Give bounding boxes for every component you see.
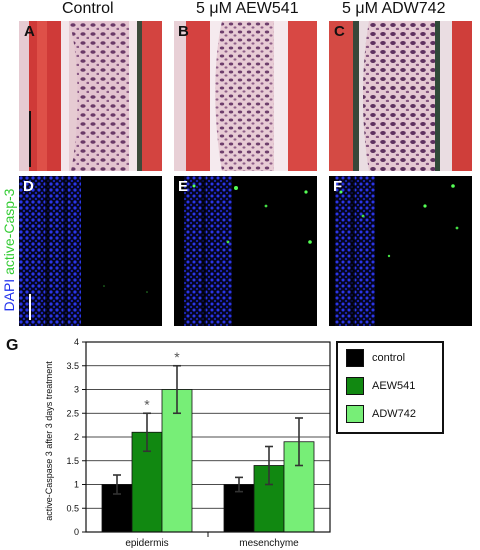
y-tick-label: 3 — [74, 385, 79, 395]
y-tick-label: 0.5 — [66, 503, 79, 513]
he-stain-image-adw742 — [329, 21, 472, 171]
panel-letter: A — [24, 23, 35, 40]
bar-control-mesenchyme — [223, 484, 255, 533]
legend-label: AEW541 — [372, 380, 416, 392]
bar-aew541-mesenchyme — [253, 465, 285, 533]
y-tick-label: 2.5 — [66, 408, 79, 418]
fluorescence-panel-control: D — [19, 176, 162, 326]
x-category-label: epidermis — [125, 538, 168, 549]
bar-aew541-epidermis — [131, 431, 163, 533]
column-title-adw742: 5 μM ADW742 — [342, 0, 446, 17]
panel-letter: C — [334, 23, 345, 40]
plot-frame — [85, 341, 331, 533]
legend-item-control: control — [346, 349, 405, 367]
casp-label: active-Casp-3 — [1, 188, 17, 275]
histology-panel-aew541: B — [174, 21, 317, 171]
y-tick-label: 2 — [74, 432, 79, 442]
he-stain-image-control — [19, 21, 162, 171]
panel-letter: G — [6, 337, 19, 354]
y-axis-label: active-Caspase 3 after 3 days treatment — [44, 361, 54, 521]
legend-label: control — [372, 352, 406, 364]
y-tick-label: 3.5 — [66, 361, 79, 371]
significance-asterisk: * — [144, 396, 150, 412]
y-tick-label: 1 — [74, 480, 79, 490]
stain-label: DAPI active-Casp-3 — [0, 175, 18, 325]
legend-swatch-aew541 — [346, 377, 364, 395]
bar-adw742-epidermis — [161, 389, 193, 533]
dapi-label: DAPI — [1, 278, 17, 312]
legend-item-aew541: AEW541 — [346, 377, 415, 395]
bar-adw742-mesenchyme — [283, 441, 315, 533]
he-stain-image-aew541 — [174, 21, 317, 171]
dapi-casp-image-adw742 — [335, 176, 459, 326]
legend-swatch-control — [346, 349, 364, 367]
column-title-aew541: 5 μM AEW541 — [196, 0, 299, 17]
scale-bar — [29, 111, 31, 167]
fluorescence-panel-aew541: E — [174, 176, 317, 326]
legend-label: ADW742 — [372, 408, 417, 420]
panel-letter: E — [178, 178, 189, 195]
histology-panel-control: A — [19, 21, 162, 171]
y-tick-label: 4 — [74, 337, 79, 347]
panel-letter: B — [178, 23, 189, 40]
legend-item-adw742: ADW742 — [346, 405, 416, 423]
bar-control-epidermis — [101, 484, 133, 533]
column-title-control: Control — [62, 0, 114, 17]
y-tick-label: 1.5 — [66, 456, 79, 466]
histology-panel-adw742: C — [329, 21, 472, 171]
x-category-label: mesenchyme — [239, 538, 299, 549]
scale-bar — [29, 294, 31, 320]
panel-letter: F — [333, 178, 343, 195]
dapi-casp-image-control — [19, 176, 148, 326]
y-tick-label: 0 — [74, 527, 79, 537]
legend-swatch-adw742 — [346, 405, 364, 423]
significance-asterisk: * — [174, 349, 180, 365]
chart-legend: control AEW541 ADW742 — [336, 341, 444, 434]
panel-letter: D — [23, 178, 34, 195]
dapi-casp-image-aew541 — [184, 176, 312, 326]
fluorescence-panel-adw742: F — [329, 176, 472, 326]
